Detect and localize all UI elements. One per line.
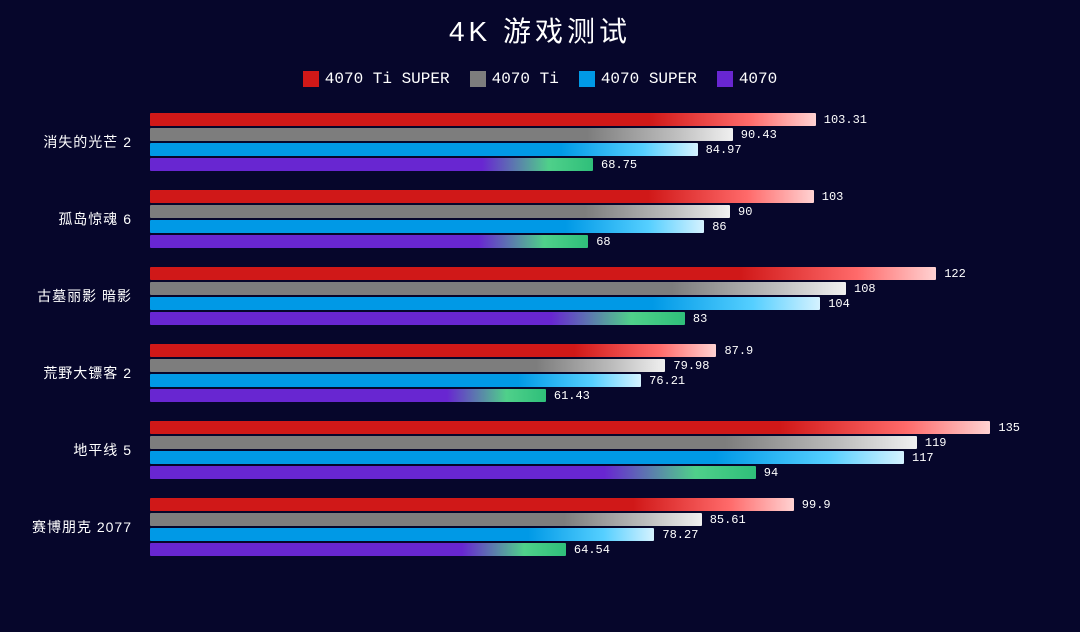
bar: [150, 113, 816, 126]
game-label: 消失的光芒 2: [0, 132, 140, 152]
game-label: 地平线 5: [0, 440, 140, 460]
legend-item: 4070 Ti: [470, 70, 559, 88]
bar-row: 103.31: [150, 112, 1020, 127]
bar-row: 68: [150, 234, 1020, 249]
game-label: 孤岛惊魂 6: [0, 209, 140, 229]
legend-swatch: [579, 71, 595, 87]
bar-value: 61.43: [554, 389, 590, 403]
bar: [150, 528, 654, 541]
bar-row: 108: [150, 281, 1020, 296]
legend-swatch: [303, 71, 319, 87]
bar-row: 99.9: [150, 497, 1020, 512]
legend-label: 4070: [739, 70, 777, 88]
bar-value: 90.43: [741, 128, 777, 142]
bar-row: 103: [150, 189, 1020, 204]
bar: [150, 190, 814, 203]
legend-label: 4070 Ti: [492, 70, 559, 88]
bar-row: 87.9: [150, 343, 1020, 358]
bar-value: 103.31: [824, 113, 867, 127]
bar-value: 68.75: [601, 158, 637, 172]
bar-value: 85.61: [710, 513, 746, 527]
bar: [150, 389, 546, 402]
bar: [150, 436, 917, 449]
bar: [150, 158, 593, 171]
bar: [150, 543, 566, 556]
bar: [150, 267, 936, 280]
bar-value: 135: [998, 421, 1020, 435]
bar-row: 61.43: [150, 388, 1020, 403]
game-label: 古墓丽影 暗影: [0, 286, 140, 306]
bar-value: 117: [912, 451, 934, 465]
game-label: 赛博朋克 2077: [0, 517, 140, 537]
bar-value: 78.27: [662, 528, 698, 542]
bar-value: 94: [764, 466, 778, 480]
bar-row: 135: [150, 420, 1020, 435]
game-group: 孤岛惊魂 6103908668: [150, 189, 1020, 249]
game-group: 消失的光芒 2103.3190.4384.9768.75: [150, 112, 1020, 172]
bar-value: 84.97: [706, 143, 742, 157]
bar-row: 122: [150, 266, 1020, 281]
bar-row: 85.61: [150, 512, 1020, 527]
bar-row: 90: [150, 204, 1020, 219]
bar-row: 86: [150, 219, 1020, 234]
bar-row: 84.97: [150, 142, 1020, 157]
bar-value: 99.9: [802, 498, 831, 512]
bar-value: 86: [712, 220, 726, 234]
bar: [150, 466, 756, 479]
bar-row: 79.98: [150, 358, 1020, 373]
bar: [150, 128, 733, 141]
bar-value: 104: [828, 297, 850, 311]
legend-label: 4070 SUPER: [601, 70, 697, 88]
chart-title: 4K 游戏测试: [0, 0, 1080, 50]
bar-row: 117: [150, 450, 1020, 465]
bar-value: 119: [925, 436, 947, 450]
bar-row: 78.27: [150, 527, 1020, 542]
game-group: 古墓丽影 暗影12210810483: [150, 266, 1020, 326]
bar-value: 103: [822, 190, 844, 204]
bar-row: 90.43: [150, 127, 1020, 142]
game-group: 赛博朋克 207799.985.6178.2764.54: [150, 497, 1020, 557]
bar: [150, 421, 990, 434]
plot-area: 消失的光芒 2 103.31 90.4384.97 68.75 孤岛惊魂 6 103 90 8…: [0, 112, 1080, 557]
bar-value: 90: [738, 205, 752, 219]
bar: [150, 220, 704, 233]
bar: [150, 513, 702, 526]
bar-value: 64.54: [574, 543, 610, 557]
legend-item: 4070 SUPER: [579, 70, 697, 88]
bar-value: 87.9: [724, 344, 753, 358]
legend-label: 4070 Ti SUPER: [325, 70, 450, 88]
legend-swatch: [470, 71, 486, 87]
bar: [150, 374, 641, 387]
bar-row: 83: [150, 311, 1020, 326]
bar: [150, 297, 820, 310]
bar: [150, 143, 698, 156]
legend: 4070 Ti SUPER 4070 Ti 4070 SUPER 4070: [0, 70, 1080, 88]
bar: [150, 312, 685, 325]
bar: [150, 235, 588, 248]
legend-swatch: [717, 71, 733, 87]
bar-value: 68: [596, 235, 610, 249]
game-group: 地平线 513511911794: [150, 420, 1020, 480]
bar-row: 76.21: [150, 373, 1020, 388]
bar-value: 83: [693, 312, 707, 326]
bar: [150, 205, 730, 218]
bar-row: 104: [150, 296, 1020, 311]
bar-value: 108: [854, 282, 876, 296]
bar-row: 119: [150, 435, 1020, 450]
bar-value: 122: [944, 267, 966, 281]
game-group: 荒野大镖客 287.979.9876.2161.43: [150, 343, 1020, 403]
bar: [150, 451, 904, 464]
bar-value: 79.98: [673, 359, 709, 373]
legend-item: 4070 Ti SUPER: [303, 70, 450, 88]
bar-row: 64.54: [150, 542, 1020, 557]
bar: [150, 282, 846, 295]
bar-row: 94: [150, 465, 1020, 480]
bar-value: 76.21: [649, 374, 685, 388]
bar: [150, 359, 665, 372]
bar-row: 68.75: [150, 157, 1020, 172]
bar: [150, 344, 716, 357]
bar: [150, 498, 794, 511]
game-label: 荒野大镖客 2: [0, 363, 140, 383]
legend-item: 4070: [717, 70, 777, 88]
